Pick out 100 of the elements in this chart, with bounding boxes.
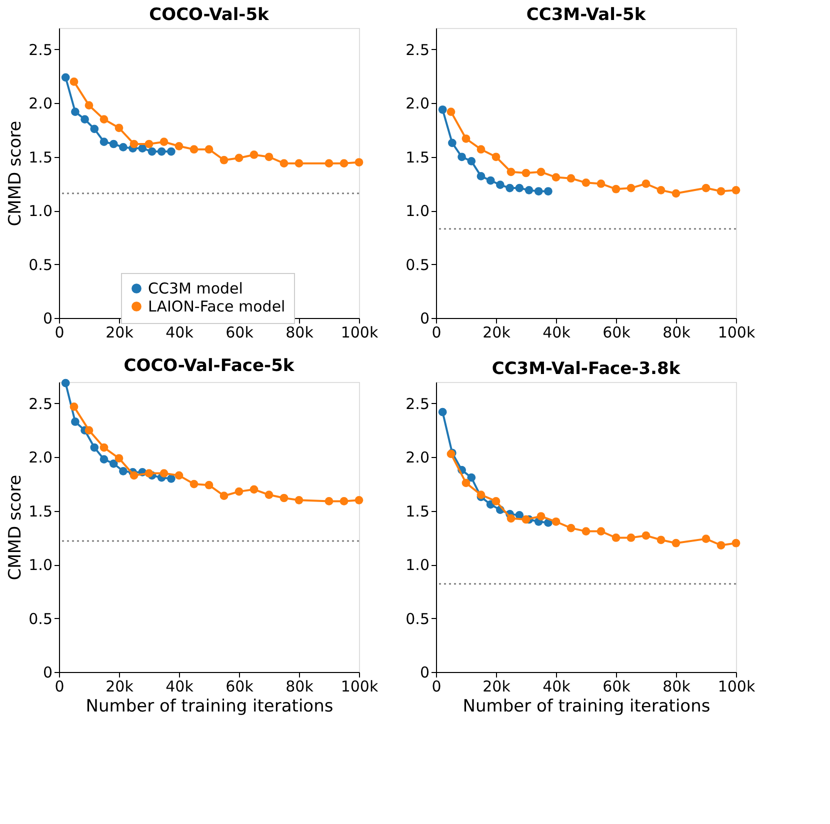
chart-title: COCO-Val-5k bbox=[149, 5, 270, 25]
x-tick-label: 100k bbox=[340, 678, 378, 696]
point bbox=[626, 184, 636, 192]
point bbox=[119, 466, 128, 476]
legend-label: LAION-Face model bbox=[148, 298, 286, 316]
x-tick-label: 40k bbox=[542, 324, 571, 342]
y-tick-label: 1.0 bbox=[406, 556, 430, 574]
point bbox=[114, 124, 124, 132]
point bbox=[596, 527, 606, 536]
point bbox=[100, 115, 108, 124]
point bbox=[496, 180, 504, 189]
point bbox=[174, 471, 184, 480]
point bbox=[612, 534, 620, 542]
point bbox=[354, 496, 364, 504]
x-tick-label: 20k bbox=[106, 678, 134, 696]
y-tick-label: 0.5 bbox=[28, 256, 52, 274]
point bbox=[61, 73, 70, 82]
point bbox=[160, 138, 168, 146]
point bbox=[642, 531, 650, 540]
y-tick-label: 0 bbox=[420, 310, 430, 328]
point bbox=[458, 152, 466, 162]
point bbox=[190, 145, 198, 154]
point bbox=[144, 469, 154, 478]
point bbox=[220, 156, 228, 164]
point bbox=[204, 480, 214, 490]
point bbox=[534, 187, 543, 196]
point bbox=[280, 494, 288, 502]
point bbox=[438, 105, 447, 114]
point bbox=[582, 178, 590, 187]
point bbox=[174, 142, 184, 150]
y-tick-label: 1.5 bbox=[28, 148, 52, 166]
point bbox=[190, 480, 198, 488]
point bbox=[100, 455, 108, 464]
y-tick-label: 2.0 bbox=[28, 94, 52, 113]
point bbox=[536, 168, 546, 176]
point bbox=[462, 478, 470, 488]
point bbox=[476, 172, 486, 180]
x-tick-label: 80k bbox=[286, 324, 314, 342]
point bbox=[80, 115, 89, 124]
point bbox=[340, 497, 348, 506]
x-tick-label: 40k bbox=[166, 678, 194, 696]
y-tick-label: 0 bbox=[42, 664, 52, 682]
point bbox=[234, 154, 244, 162]
point bbox=[672, 189, 680, 198]
chart-title: CC3M-Val-Face-3.8k bbox=[492, 359, 681, 379]
point bbox=[492, 497, 500, 506]
point bbox=[71, 108, 80, 116]
point bbox=[462, 134, 470, 143]
point bbox=[515, 184, 524, 192]
y-tick-label: 2.5 bbox=[406, 40, 430, 59]
point bbox=[109, 459, 118, 468]
point bbox=[109, 140, 118, 148]
point bbox=[446, 108, 456, 116]
y-tick-label: 2.5 bbox=[28, 40, 52, 59]
point bbox=[157, 147, 166, 156]
point bbox=[324, 497, 334, 506]
point bbox=[642, 180, 650, 188]
y-tick-label: 2.5 bbox=[406, 394, 430, 413]
point bbox=[130, 140, 138, 148]
chart-title: COCO-Val-Face-5k bbox=[124, 356, 295, 376]
y-tick-label: 1.0 bbox=[28, 202, 52, 220]
chart-title: CC3M-Val-5k bbox=[526, 5, 646, 25]
point bbox=[506, 514, 516, 523]
point bbox=[100, 138, 108, 146]
y-tick-label: 1.5 bbox=[406, 502, 430, 520]
point bbox=[148, 147, 156, 156]
point bbox=[732, 186, 740, 194]
point bbox=[167, 474, 176, 483]
x-axis-title: Number of training iterations bbox=[86, 696, 334, 716]
point bbox=[294, 159, 304, 168]
point bbox=[220, 492, 228, 500]
y-axis-title: CMMD score bbox=[6, 120, 26, 226]
point bbox=[144, 140, 154, 148]
x-tick-label: 0 bbox=[432, 324, 442, 342]
point bbox=[467, 473, 476, 482]
point bbox=[160, 469, 168, 478]
x-tick-label: 0 bbox=[54, 324, 64, 342]
y-tick-label: 0 bbox=[420, 664, 430, 682]
point bbox=[90, 443, 99, 452]
point bbox=[544, 187, 552, 196]
point bbox=[167, 147, 176, 156]
point bbox=[476, 145, 486, 154]
point bbox=[448, 138, 456, 148]
point bbox=[716, 187, 726, 196]
y-tick-label: 1.5 bbox=[406, 148, 430, 166]
point bbox=[566, 524, 576, 532]
point bbox=[204, 145, 214, 154]
y-tick-label: 2.5 bbox=[28, 394, 52, 413]
point bbox=[84, 101, 94, 110]
x-axis-title: Number of training iterations bbox=[462, 696, 710, 716]
point bbox=[506, 168, 516, 176]
y-tick-label: 1.0 bbox=[406, 202, 430, 220]
point bbox=[130, 471, 138, 480]
point bbox=[582, 527, 590, 536]
point bbox=[522, 515, 530, 524]
point bbox=[596, 180, 606, 188]
point bbox=[702, 184, 710, 192]
point bbox=[492, 152, 500, 162]
x-tick-label: 60k bbox=[602, 678, 631, 696]
y-tick-label: 1.5 bbox=[28, 502, 52, 520]
